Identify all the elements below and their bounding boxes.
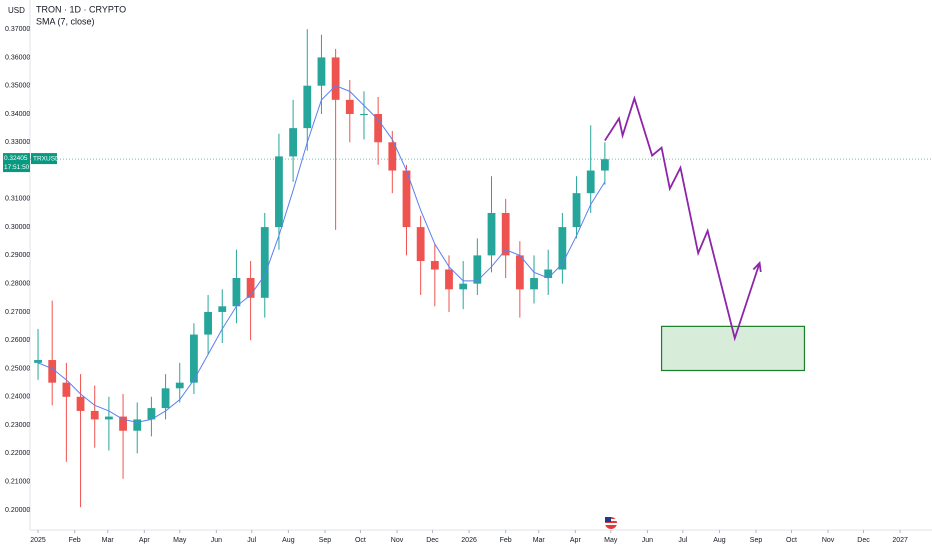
x-tick-label: Oct [355,537,366,544]
candle-body [501,212,510,256]
y-tick-label: 0.21000 [5,478,30,485]
candle-body [530,278,538,290]
candle-body [175,382,184,389]
x-tick-label: Aug [282,537,295,544]
sma-line [37,85,606,423]
candle-body [275,156,283,228]
x-tick-label: 2025 [30,537,46,544]
candle-body [104,416,113,420]
x-tick-label: Aug [713,537,726,544]
x-tick-label: Apr [570,537,582,544]
x-tick-label: Jul [247,537,256,544]
x-tick-label: Dec [857,537,870,544]
candle-body [76,396,85,411]
y-tick-label: 0.33000 [5,139,30,146]
x-tick-label: Jun [211,537,222,544]
candle-body [62,382,71,397]
candle-body [360,113,368,115]
y-tick-label: 0.28000 [5,281,30,288]
candle-body [147,408,156,420]
x-tick-label: Jun [642,537,653,544]
candle-body [232,278,241,307]
candle-body [459,283,468,290]
flag-icon[interactable] [605,517,617,529]
y-tick-label: 0.27000 [5,309,30,316]
candle-body [246,278,255,298]
candle-body [34,360,42,363]
candle-body [572,193,581,228]
y-tick-label: 0.37000 [5,26,30,33]
y-tick-label: 0.35000 [5,83,30,90]
candle-body [260,227,269,298]
y-tick-label: 0.29000 [5,252,30,259]
candle-body [515,255,524,290]
candle-body [402,170,411,228]
candle-body [133,419,142,431]
candle-body [119,416,127,431]
x-tick-label: Feb [500,537,512,544]
y-tick-label: 0.30000 [5,224,30,231]
indicator-label: SMA (7, close) [36,16,95,26]
x-tick-label: May [173,537,187,544]
x-tick-label: Oct [786,537,797,544]
arrow-head [752,261,762,273]
x-tick-label: 2026 [461,537,477,544]
price-label-value: 0.32405 [4,155,28,162]
x-tick-label: Mar [102,537,115,544]
chart-title: TRON · 1D · CRYPTO [36,4,126,14]
candle-body [487,212,496,256]
candle-body [317,57,326,86]
y-axis-unit: USD [8,6,25,15]
candle-body [445,269,453,290]
candle-body [586,170,595,194]
price-label-countdown: 17:51:50 [4,164,30,171]
candle-body [303,85,312,129]
candle-body [161,388,170,409]
candle-body [218,306,227,312]
x-tick-label: Mar [533,537,546,544]
y-tick-label: 0.24000 [5,394,30,401]
candle-body [374,113,383,143]
plot-area [30,29,932,508]
x-tick-label: May [604,537,618,544]
x-tick-label: Nov [391,537,404,544]
candle-body [544,269,553,279]
candle-body [204,311,212,335]
candle-body [90,410,99,420]
x-tick-label: Sep [750,537,763,544]
candle-body [430,261,439,270]
x-tick-label: Sep [319,537,332,544]
symbol-label: TRXUSD [33,155,60,162]
x-tick-label: Apr [139,537,151,544]
symbol-label-box [31,153,57,165]
candle-body [289,128,298,157]
y-tick-label: 0.31000 [5,196,30,203]
y-tick-label: 0.36000 [5,54,30,61]
candle-body [331,57,340,100]
candle-body [48,360,57,383]
y-tick-label: 0.23000 [5,422,30,429]
y-tick-label: 0.25000 [5,365,30,372]
y-tick-label: 0.26000 [5,337,30,344]
price-label-box [3,153,30,173]
candle-body [416,227,425,262]
candle-body [473,255,482,284]
x-tick-label: Nov [822,537,835,544]
x-tick-label: 2027 [892,537,908,544]
x-tick-label: Feb [69,537,81,544]
x-tick-label: Jul [678,537,687,544]
candle-body [190,334,198,383]
x-tick-label: Dec [426,537,439,544]
projection-path [604,95,761,342]
candle-body [600,159,609,171]
y-tick-label: 0.34000 [5,111,30,118]
y-tick-label: 0.20000 [5,507,30,514]
candle-body [388,142,397,171]
candle-body [345,99,354,114]
candle-body [558,227,567,270]
y-tick-label: 0.22000 [5,450,30,457]
